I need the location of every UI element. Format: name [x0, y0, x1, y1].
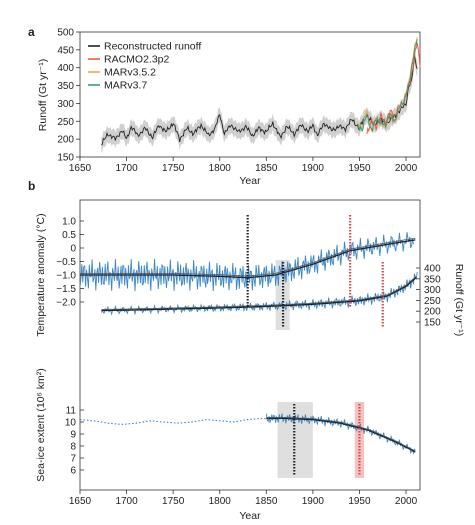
- x-tick-label: 1850: [255, 496, 278, 507]
- y-tick-label: 350: [424, 274, 441, 285]
- panel-a-xlabel: Year: [239, 175, 261, 187]
- y-tick-label: 250: [57, 117, 74, 128]
- x-tick-label: 1750: [162, 163, 185, 174]
- y-tick-label: −1.0: [56, 271, 76, 282]
- panel-a: a 1650 1700 1750 1800 1850 1900 1950 2000 150 200…: [28, 25, 421, 187]
- y-tick-label: 400: [424, 264, 441, 275]
- y-tick-label: 200: [424, 307, 441, 318]
- trend-line: [266, 417, 416, 453]
- trend-line-secondary: [101, 276, 417, 310]
- y-tick-label: 0.5: [62, 230, 76, 241]
- y-tick-label: 300: [57, 99, 74, 110]
- temperature-ylabel: Temperature anomaly (°C): [35, 213, 47, 336]
- panel-a-ticks: 1650 1700 1750 1800 1850 1900 1950 2000 150 200 25…: [57, 28, 417, 175]
- x-tick-label: 2000: [395, 163, 418, 174]
- legend-label: RACMO2.3p2: [104, 54, 170, 66]
- panel-b: b 1650 1700 1750 1800 1850 1900 1950 20001.00.5…: [28, 179, 465, 522]
- y-tick-label: 150: [57, 153, 74, 164]
- x-tick-label: 1700: [115, 163, 138, 174]
- y-tick-label: 11: [66, 406, 77, 417]
- y-tick-label: 9: [70, 430, 76, 441]
- y-tick-label: −1.5: [56, 284, 76, 295]
- panel-b-ticks: 1650 1700 1750 1800 1850 1900 1950 2000 1.0 0.5 0 −…: [56, 217, 441, 508]
- x-tick-label: 1950: [348, 163, 371, 174]
- y-tick-label: 6: [70, 466, 76, 477]
- reconstructed-runoff-band: [101, 47, 418, 154]
- x-tick-label: 1800: [209, 496, 232, 507]
- racmo2-3p2-line: [366, 42, 421, 135]
- y-tick-label: 200: [57, 135, 74, 146]
- sea-ice-early-dashed-line: [79, 417, 276, 425]
- x-tick-label: 1650: [69, 496, 92, 507]
- change-point-bands: [275, 260, 365, 478]
- legend-label: MARv3.5.2: [104, 67, 156, 79]
- y-tick-label: 250: [424, 296, 441, 307]
- y-tick-label: 350: [57, 81, 74, 92]
- change-point-markers: [246, 215, 384, 476]
- x-tick-label: 2000: [395, 496, 418, 507]
- panel-b-frame: [79, 199, 421, 491]
- observed-series-line: [100, 271, 418, 316]
- y-tick-label: 450: [57, 45, 74, 56]
- sea-ice-ylabel: Sea-ice extent (10⁶ km²): [35, 368, 47, 481]
- y-tick-label: 8: [70, 442, 76, 453]
- y-tick-label: −2.0: [56, 298, 76, 309]
- y-tick-label: 400: [57, 63, 74, 74]
- x-tick-label: 1650: [69, 163, 92, 174]
- y-tick-label: 1.0: [62, 217, 76, 228]
- panel-b-series: [79, 232, 418, 455]
- x-tick-label: 1900: [302, 496, 325, 507]
- trend-line: [101, 276, 417, 312]
- marv3-7-line: [357, 39, 418, 133]
- legend-label: Reconstructed runoff: [104, 41, 201, 53]
- y-tick-label: 7: [70, 454, 76, 465]
- trend-line: [80, 239, 416, 279]
- y-tick-label: −0.5: [56, 257, 76, 268]
- trend-line-secondary: [266, 417, 416, 452]
- panel-b-label: b: [28, 179, 35, 193]
- panel-a-frame: [79, 31, 421, 158]
- x-tick-label: 1800: [209, 163, 232, 174]
- x-tick-label: 1900: [302, 163, 325, 174]
- panel-a-series: [101, 37, 421, 146]
- y-tick-label: 300: [424, 285, 441, 296]
- legend-label: MARv3.7: [104, 80, 147, 92]
- panel-b-xlabel: Year: [239, 510, 261, 522]
- x-tick-label: 1700: [115, 496, 138, 507]
- panel-a-legend: Reconstructed runoffRACMO2.3p2MARv3.5.2M…: [88, 41, 201, 92]
- y-tick-label: 150: [424, 318, 441, 329]
- panel-a-label: a: [28, 25, 35, 39]
- x-tick-label: 1750: [162, 496, 185, 507]
- x-tick-label: 1950: [348, 496, 371, 507]
- y-tick-label: 10: [65, 418, 77, 429]
- y-tick-label: 500: [57, 28, 74, 39]
- x-tick-label: 1850: [255, 163, 278, 174]
- runoff-ylabel: Runoff (Gt yr⁻¹): [453, 264, 465, 336]
- panel-a-ylabel: Runoff (Gt yr⁻¹): [37, 59, 49, 131]
- y-tick-label: 0: [70, 244, 76, 255]
